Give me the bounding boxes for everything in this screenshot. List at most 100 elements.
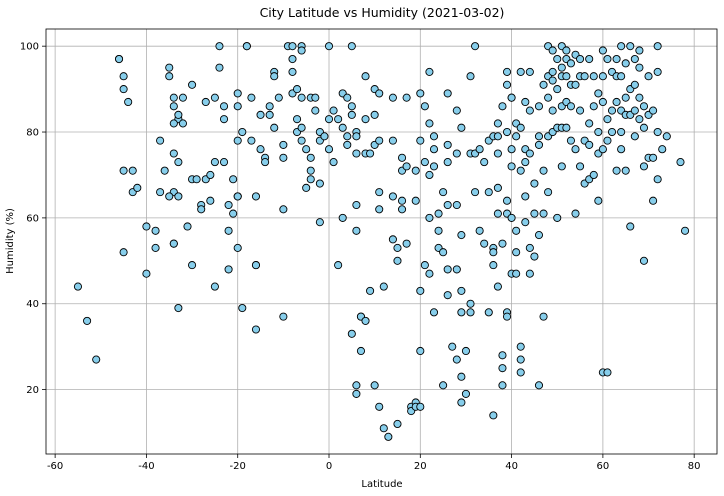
data-point <box>393 256 402 265</box>
data-point <box>210 282 219 291</box>
data-point <box>429 132 439 141</box>
data-point <box>416 402 425 411</box>
data-point <box>489 261 498 270</box>
data-point <box>589 72 598 81</box>
data-point <box>502 312 512 321</box>
data-point <box>334 261 343 270</box>
data-point <box>169 102 178 111</box>
data-point <box>571 145 580 154</box>
data-point <box>649 196 658 205</box>
data-point <box>352 226 361 235</box>
data-point <box>516 166 525 175</box>
data-point <box>544 188 553 197</box>
data-point <box>183 222 192 231</box>
data-point <box>594 196 603 205</box>
x-tick-label: 40 <box>505 461 518 472</box>
data-point <box>553 213 562 222</box>
data-point <box>539 312 548 321</box>
data-point <box>429 145 439 154</box>
data-point <box>329 158 338 167</box>
data-point <box>530 209 539 218</box>
data-point <box>603 368 612 377</box>
data-point <box>338 213 347 222</box>
data-point <box>489 248 498 257</box>
data-point <box>178 119 187 128</box>
data-point <box>498 364 507 373</box>
data-point <box>639 256 649 265</box>
data-point <box>215 42 224 51</box>
data-point <box>188 80 197 89</box>
data-point <box>119 85 128 94</box>
data-point <box>680 226 690 235</box>
data-point <box>224 265 233 274</box>
data-point <box>653 67 662 76</box>
data-point <box>603 136 612 145</box>
data-point <box>493 183 502 192</box>
data-point <box>256 145 265 154</box>
data-point <box>169 239 178 248</box>
data-point <box>288 42 297 51</box>
data-point <box>539 166 548 175</box>
data-point <box>502 67 512 76</box>
data-point <box>457 231 466 240</box>
data-point <box>142 222 151 231</box>
data-point <box>165 72 174 81</box>
data-point <box>279 153 288 162</box>
data-point <box>562 72 571 81</box>
data-point <box>343 132 352 141</box>
data-point <box>429 308 439 317</box>
data-point <box>242 42 251 51</box>
data-point <box>489 411 498 420</box>
data-point <box>425 269 434 278</box>
data-point <box>233 102 242 111</box>
data-point <box>484 308 493 317</box>
data-point <box>480 239 489 248</box>
data-point <box>525 67 534 76</box>
data-point <box>370 110 379 119</box>
data-point <box>662 132 671 141</box>
x-tick-label: -60 <box>47 461 63 472</box>
data-point <box>534 132 544 141</box>
data-point <box>311 93 320 102</box>
data-point <box>288 55 297 64</box>
data-point <box>630 106 639 115</box>
data-point <box>293 85 302 94</box>
data-point <box>229 209 238 218</box>
data-point <box>425 170 434 180</box>
data-point <box>238 127 247 137</box>
data-point <box>425 67 434 76</box>
data-point <box>498 381 507 390</box>
data-point <box>516 342 525 351</box>
data-point <box>498 239 507 248</box>
x-tick-label: -20 <box>230 461 246 472</box>
data-point <box>251 261 261 270</box>
data-point <box>379 424 388 433</box>
data-point <box>621 93 630 102</box>
data-point <box>639 162 649 171</box>
data-point <box>557 162 566 171</box>
chart-title: City Latitude vs Humidity (2021-03-02) <box>260 5 505 20</box>
data-point <box>192 175 201 184</box>
data-point <box>297 46 306 55</box>
data-point <box>649 153 658 162</box>
data-point <box>603 55 612 64</box>
data-point <box>644 72 653 81</box>
data-point <box>617 72 626 81</box>
data-point <box>329 106 338 115</box>
data-point <box>302 145 311 154</box>
data-point <box>384 432 393 441</box>
data-point <box>507 145 516 154</box>
data-point <box>247 136 256 145</box>
data-point <box>548 67 557 76</box>
data-point <box>219 115 229 124</box>
data-point <box>397 205 407 214</box>
data-point <box>598 97 607 107</box>
data-point <box>484 188 493 197</box>
data-point <box>229 175 238 184</box>
data-point <box>562 46 571 55</box>
data-point <box>361 115 370 124</box>
data-point <box>516 67 525 76</box>
data-point <box>233 89 242 98</box>
data-point <box>639 102 649 111</box>
data-point <box>466 308 475 317</box>
